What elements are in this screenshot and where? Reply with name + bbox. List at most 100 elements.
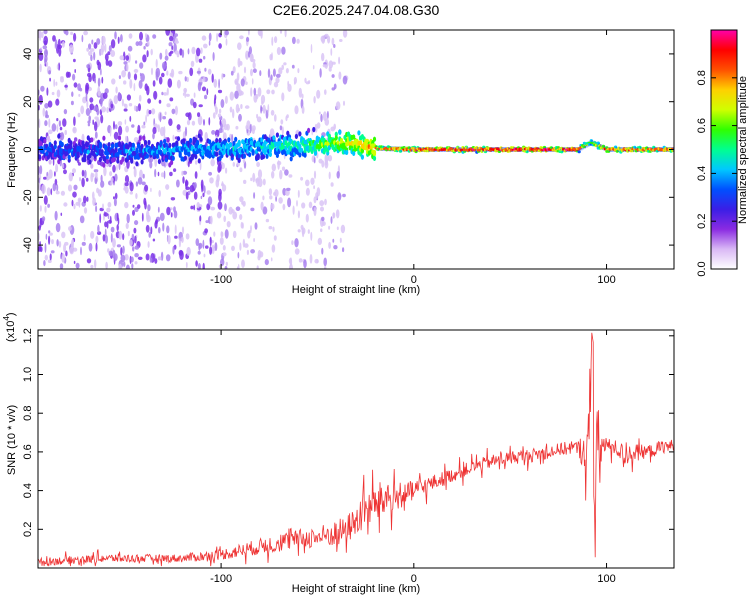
spectrogram-speckle (47, 203, 50, 208)
spectrogram-speckle (169, 35, 174, 42)
spectrogram-speckle (38, 246, 42, 252)
spectrogram-ridge-cell (117, 135, 122, 141)
spectrogram-speckle (268, 188, 273, 196)
spectrogram-speckle (73, 184, 78, 191)
spectrogram-ridge-cell (159, 140, 163, 146)
spectrogram-speckle (52, 158, 55, 166)
spectrogram-speckle (282, 203, 286, 211)
spectrogram-speckle (203, 55, 206, 60)
spectrogram-speckle (92, 191, 95, 200)
spectrogram-speckle (318, 111, 321, 115)
spectrogram-speckle (94, 121, 98, 132)
spectrogram-ridge-cell (237, 157, 241, 163)
spectrogram-speckle (167, 235, 171, 245)
spectrogram-speckle (171, 45, 174, 50)
spectrogram-speckle (305, 213, 309, 223)
spectrogram-speckle (132, 246, 135, 252)
spectrogram-speckle (155, 58, 158, 68)
spectrogram-speckle (61, 231, 66, 239)
spectrogram-speckle (65, 71, 70, 78)
spectrogram-speckle (102, 92, 108, 99)
spectrogram-speckle (281, 64, 285, 70)
spectrogram-speckle (196, 70, 201, 74)
y-tick-label: -40 (22, 237, 34, 253)
spectrogram-speckle (266, 89, 271, 95)
y-tick-label: 0.2 (22, 522, 34, 537)
spectrogram-speckle (144, 184, 149, 192)
spectrogram-speckle (137, 256, 143, 260)
spectrogram-speckle (105, 261, 108, 269)
spectrogram-speckle (191, 120, 196, 126)
spectrogram-speckle (133, 137, 139, 143)
spectrogram-speckle (161, 72, 165, 78)
spectrogram-speckle (181, 226, 185, 235)
spectrogram-ridge-cell (76, 151, 80, 157)
spectrogram-speckle (101, 76, 104, 84)
spectrogram-ridge-cell (130, 158, 134, 164)
spectrogram-speckle (226, 221, 231, 228)
spectrogram-speckle (104, 43, 107, 53)
spectrogram-speckle (239, 61, 243, 66)
spectrogram-speckle (174, 37, 179, 44)
spectrogram-ridge-cell (156, 153, 160, 159)
spectrogram-ridge-cell (607, 150, 611, 153)
spectrogram-speckle (137, 177, 143, 185)
spectrogram-speckle (296, 38, 300, 44)
y-tick-label: 1.2 (22, 328, 34, 343)
spectrogram-speckle (166, 225, 170, 234)
spectrogram-speckle (193, 92, 196, 98)
spectrogram-speckle (338, 71, 342, 80)
spectrogram-speckle (49, 77, 51, 82)
spectrogram-speckle (203, 43, 208, 49)
spectrogram-speckle (126, 94, 131, 101)
spectrogram-speckle (118, 125, 123, 136)
spectrogram-speckle (234, 78, 239, 86)
spectrogram-ridge-cell (218, 137, 222, 143)
snr-x-ticks: -100 0 100 (210, 330, 616, 585)
spectrogram-speckle (252, 61, 256, 69)
spectrogram-ridge-cell (201, 154, 205, 160)
spectrogram-speckle (43, 176, 47, 180)
spectrogram-speckle (87, 72, 92, 78)
spectrogram-speckle (270, 257, 273, 262)
spectrogram-speckle (176, 53, 180, 58)
spectrogram-ridge-cell (105, 158, 109, 165)
spectrogram-speckle (38, 177, 41, 184)
spectrogram-speckle (251, 58, 256, 63)
spectrogram-speckle (256, 116, 262, 123)
spectrogram-speckle (93, 42, 98, 49)
spectrogram-speckle (100, 96, 103, 107)
spectrogram-speckle (320, 228, 323, 232)
spectrogram-speckle (110, 233, 113, 243)
spectrogram-ridge-cell (298, 131, 302, 137)
spectrogram-speckle (196, 202, 200, 209)
spectrogram-speckle (72, 73, 76, 81)
spectrogram-speckle (257, 87, 262, 97)
spectrogram-speckle (231, 209, 235, 214)
spectrogram-speckle (162, 116, 167, 120)
spectrogram-speckle (129, 191, 133, 195)
spectrogram-speckle (97, 77, 101, 88)
spectrogram-speckle (288, 174, 293, 178)
spectrogram-speckle (106, 207, 111, 213)
spectrogram-speckle (235, 206, 241, 211)
spectrogram-speckle (100, 48, 104, 56)
spectrogram-speckle (326, 110, 329, 119)
spectrogram-ridge-cell (298, 143, 302, 149)
spectrogram-speckle (158, 190, 161, 197)
spectrogram-speckle (211, 130, 216, 135)
spectrogram-speckle (243, 179, 247, 184)
spectrogram-speckle (100, 114, 104, 124)
colorbar-ticks: 0.0 0.2 0.4 0.6 0.8 (696, 70, 737, 277)
spectrogram-speckle (294, 105, 299, 115)
spectrogram-speckle (44, 48, 48, 58)
spectrogram-speckle (173, 43, 177, 53)
spectrogram-speckle (48, 70, 51, 75)
spectrogram-speckle (106, 163, 109, 168)
spectrogram-speckle (103, 166, 107, 177)
spectrogram-panel: -100 0 100 -40 -20 0 20 40 Height of straight … (6, 29, 675, 296)
spectrogram-speckle (333, 83, 337, 90)
spectrogram-speckle (260, 201, 264, 211)
y-tick-label: 0 (22, 146, 34, 152)
spectrogram-speckle (186, 76, 189, 83)
